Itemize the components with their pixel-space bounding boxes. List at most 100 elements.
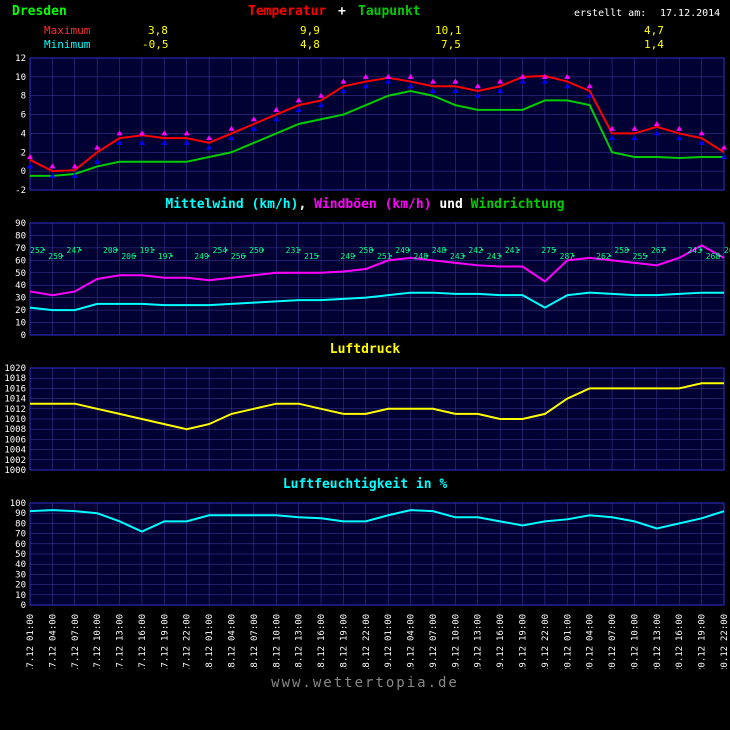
svg-text:1006: 1006 <box>4 435 26 445</box>
svg-text:19.12: 19.12 <box>496 646 506 669</box>
svg-text:1004: 1004 <box>4 446 26 456</box>
max-v3: 10,1 <box>435 24 462 37</box>
svg-text:243: 243 <box>487 252 502 261</box>
footer-url: www.wettertopia.de <box>0 669 730 691</box>
svg-text:248: 248 <box>414 252 429 261</box>
svg-text:254: 254 <box>213 246 228 255</box>
svg-text:1020: 1020 <box>4 364 26 374</box>
svg-text:01:00: 01:00 <box>26 614 36 641</box>
max-label: Maximum <box>44 24 90 37</box>
svg-text:04:00: 04:00 <box>227 614 237 641</box>
svg-text:247: 247 <box>67 246 82 255</box>
svg-text:215: 215 <box>304 252 319 261</box>
min-v3: 7,5 <box>441 38 461 51</box>
svg-text:20.12: 20.12 <box>563 646 573 669</box>
svg-text:10:00: 10:00 <box>630 614 640 641</box>
max-v4: 4,7 <box>644 24 664 37</box>
svg-text:07:00: 07:00 <box>429 614 439 641</box>
title-temp: Temperatur <box>248 4 326 19</box>
svg-text:13:00: 13:00 <box>295 614 305 641</box>
svg-text:22:00: 22:00 <box>183 614 193 641</box>
svg-text:10: 10 <box>15 591 26 601</box>
svg-text:266: 266 <box>724 246 730 255</box>
svg-text:1008: 1008 <box>4 425 26 435</box>
svg-text:6: 6 <box>21 111 26 121</box>
svg-text:04:00: 04:00 <box>407 614 417 641</box>
svg-text:19:00: 19:00 <box>339 614 349 641</box>
svg-text:191: 191 <box>140 246 155 255</box>
svg-text:22:00: 22:00 <box>362 614 372 641</box>
temp-chart: -2024681012 <box>0 54 730 194</box>
svg-text:258: 258 <box>614 246 629 255</box>
svg-text:17.12: 17.12 <box>93 646 103 669</box>
svg-text:17.12: 17.12 <box>138 646 148 669</box>
svg-text:70: 70 <box>15 530 26 540</box>
svg-text:22:00: 22:00 <box>720 614 730 641</box>
svg-text:07:00: 07:00 <box>608 614 618 641</box>
svg-text:20: 20 <box>15 581 26 591</box>
svg-text:17.12: 17.12 <box>183 646 193 669</box>
max-v1: 3,8 <box>148 24 168 37</box>
wind-title-gusts: Windböen (km/h) <box>314 197 431 212</box>
svg-text:19.12: 19.12 <box>519 646 529 669</box>
svg-text:16:00: 16:00 <box>317 614 327 641</box>
svg-text:19.12: 19.12 <box>429 646 439 669</box>
max-v2: 9,9 <box>300 24 320 37</box>
svg-text:30: 30 <box>15 294 26 304</box>
svg-text:60: 60 <box>15 256 26 266</box>
svg-text:1014: 1014 <box>4 395 26 405</box>
svg-text:18.12: 18.12 <box>362 646 372 669</box>
svg-text:206: 206 <box>121 252 136 261</box>
svg-text:259: 259 <box>48 252 63 261</box>
svg-text:1012: 1012 <box>4 405 26 415</box>
svg-text:01:00: 01:00 <box>205 614 215 641</box>
svg-text:17.12: 17.12 <box>116 646 126 669</box>
svg-text:267: 267 <box>651 246 666 255</box>
svg-text:19:00: 19:00 <box>519 614 529 641</box>
svg-text:13:00: 13:00 <box>474 614 484 641</box>
svg-text:287: 287 <box>560 252 575 261</box>
svg-text:10: 10 <box>15 73 26 83</box>
svg-text:20.12: 20.12 <box>586 646 596 669</box>
svg-text:20.12: 20.12 <box>653 646 663 669</box>
svg-text:262: 262 <box>596 252 611 261</box>
humidity-chart: 0102030405060708090100 <box>0 499 730 609</box>
svg-text:241: 241 <box>505 246 520 255</box>
svg-text:16:00: 16:00 <box>138 614 148 641</box>
svg-text:19:00: 19:00 <box>698 614 708 641</box>
svg-text:242: 242 <box>468 246 483 255</box>
svg-text:30: 30 <box>15 570 26 580</box>
svg-text:0: 0 <box>21 167 26 177</box>
svg-text:10:00: 10:00 <box>451 614 461 641</box>
svg-text:-2: -2 <box>15 186 26 194</box>
svg-text:17.12: 17.12 <box>26 646 36 669</box>
svg-text:07:00: 07:00 <box>71 614 81 641</box>
svg-text:197: 197 <box>158 252 173 261</box>
svg-text:2: 2 <box>21 148 26 158</box>
created-date: 17.12.2014 <box>660 8 720 19</box>
svg-text:208: 208 <box>103 246 118 255</box>
svg-text:19.12: 19.12 <box>451 646 461 669</box>
svg-text:18.12: 18.12 <box>317 646 327 669</box>
svg-text:4: 4 <box>21 129 26 139</box>
title-plus: + <box>338 4 346 19</box>
svg-text:243: 243 <box>687 246 702 255</box>
svg-text:13:00: 13:00 <box>653 614 663 641</box>
svg-text:231: 231 <box>286 246 301 255</box>
min-v1: -0,5 <box>142 38 169 51</box>
svg-text:50: 50 <box>15 550 26 560</box>
svg-text:249: 249 <box>194 252 209 261</box>
svg-text:10:00: 10:00 <box>272 614 282 641</box>
svg-text:22:00: 22:00 <box>541 614 551 641</box>
svg-text:255: 255 <box>633 252 648 261</box>
svg-text:18.12: 18.12 <box>227 646 237 669</box>
svg-text:01:00: 01:00 <box>563 614 573 641</box>
svg-text:248: 248 <box>432 246 447 255</box>
svg-text:20: 20 <box>15 306 26 316</box>
svg-text:19.12: 19.12 <box>384 646 394 669</box>
svg-text:19.12: 19.12 <box>541 646 551 669</box>
svg-text:275: 275 <box>541 246 556 255</box>
pressure-chart: 1000100210041006100810101012101410161018… <box>0 364 730 474</box>
svg-text:16:00: 16:00 <box>496 614 506 641</box>
wind-chart: 0102030405060708090252259247208206191197… <box>0 219 730 339</box>
